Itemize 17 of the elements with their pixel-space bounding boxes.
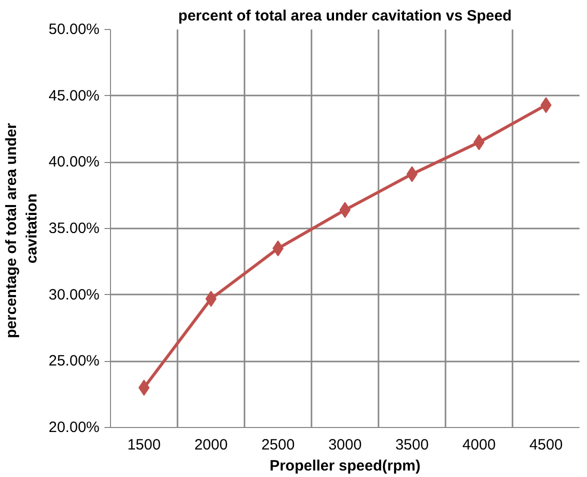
x-tick-label: 4000 [462,436,496,454]
y-axis-title: percentage of total area under cavitation [3,122,41,338]
x-tick-label: 4500 [529,436,563,454]
y-tick-label: 50.00% [48,21,100,38]
y-tick-label: 25.00% [48,352,100,370]
x-tick-label: 2000 [194,436,228,454]
x-tick-label: 3000 [328,436,362,454]
x-axis-title: Propeller speed(rpm) [270,458,420,474]
x-tick-label: 2500 [261,436,295,454]
y-tick-label: 30.00% [48,286,100,304]
y-tick-label: 45.00% [48,87,100,104]
x-tick-label: 3500 [395,436,429,454]
y-tick-label: 40.00% [48,154,100,171]
y-tick-label: 35.00% [48,220,100,237]
chart-title: percent of total area under cavitation vs Speed [178,8,512,24]
x-tick-label: 1500 [127,436,161,454]
y-tick-label: 20.00% [48,419,100,436]
